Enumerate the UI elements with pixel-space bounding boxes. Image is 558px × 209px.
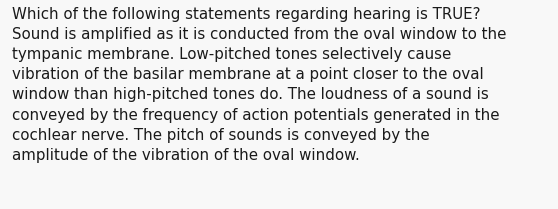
Text: Which of the following statements regarding hearing is TRUE?
Sound is amplified : Which of the following statements regard… <box>12 7 507 163</box>
